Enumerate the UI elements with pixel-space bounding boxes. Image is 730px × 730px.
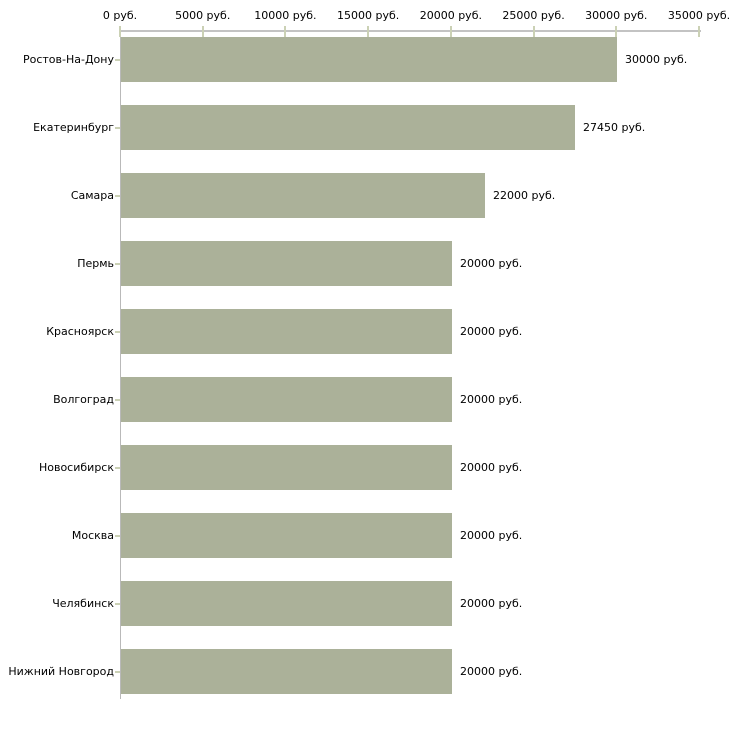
y-axis-tick	[115, 263, 120, 265]
value-label: 20000 руб.	[460, 665, 523, 678]
y-axis-tick	[115, 127, 120, 129]
bar	[121, 105, 575, 150]
x-axis-tick-label: 25000 руб.	[502, 9, 565, 22]
category-label: Нижний Новгород	[8, 665, 114, 678]
x-axis-tick	[450, 26, 452, 37]
x-axis-tick-label: 30000 руб.	[585, 9, 648, 22]
y-axis-line	[120, 31, 121, 699]
bar	[121, 581, 452, 626]
category-label: Красноярск	[46, 325, 114, 338]
y-axis-tick	[115, 399, 120, 401]
y-axis-tick	[115, 331, 120, 333]
value-label: 20000 руб.	[460, 393, 523, 406]
y-axis-tick	[115, 603, 120, 605]
value-label: 27450 руб.	[583, 121, 646, 134]
y-axis-tick	[115, 195, 120, 197]
x-axis-tick	[615, 26, 617, 37]
category-label: Екатеринбург	[33, 121, 114, 134]
bar	[121, 173, 485, 218]
value-label: 20000 руб.	[460, 257, 523, 270]
x-axis-tick	[533, 26, 535, 37]
x-axis-line	[120, 30, 701, 32]
y-axis-tick	[115, 671, 120, 673]
bar	[121, 37, 617, 82]
category-label: Новосибирск	[38, 461, 114, 474]
category-label: Ростов-На-Дону	[22, 53, 114, 66]
x-axis-tick	[367, 26, 369, 37]
category-label: Пермь	[77, 257, 114, 270]
y-axis-tick	[115, 467, 120, 469]
x-axis-tick-label: 10000 руб.	[254, 9, 317, 22]
category-label: Челябинск	[52, 597, 114, 610]
y-axis-tick	[115, 535, 120, 537]
value-label: 20000 руб.	[460, 461, 523, 474]
category-label: Москва	[71, 529, 114, 542]
x-axis-tick-label: 15000 руб.	[337, 9, 400, 22]
category-label: Волгоград	[53, 393, 114, 406]
x-axis-tick	[119, 26, 121, 37]
bar	[121, 445, 452, 490]
bar	[121, 649, 452, 694]
bar	[121, 241, 452, 286]
bar	[121, 309, 452, 354]
value-label: 30000 руб.	[625, 53, 688, 66]
x-axis-tick	[698, 26, 700, 37]
value-label: 20000 руб.	[460, 597, 523, 610]
x-axis-tick-label: 35000 руб.	[667, 9, 730, 22]
bar	[121, 513, 452, 558]
x-axis-tick-label: 0 руб.	[102, 9, 138, 22]
value-label: 20000 руб.	[460, 325, 523, 338]
bar	[121, 377, 452, 422]
y-axis-tick	[115, 59, 120, 61]
value-label: 22000 руб.	[493, 189, 556, 202]
x-axis-tick-label: 5000 руб.	[175, 9, 231, 22]
x-axis-tick-label: 20000 руб.	[419, 9, 482, 22]
x-axis-tick	[202, 26, 204, 37]
value-label: 20000 руб.	[460, 529, 523, 542]
category-label: Самара	[70, 189, 114, 202]
x-axis-tick	[284, 26, 286, 37]
